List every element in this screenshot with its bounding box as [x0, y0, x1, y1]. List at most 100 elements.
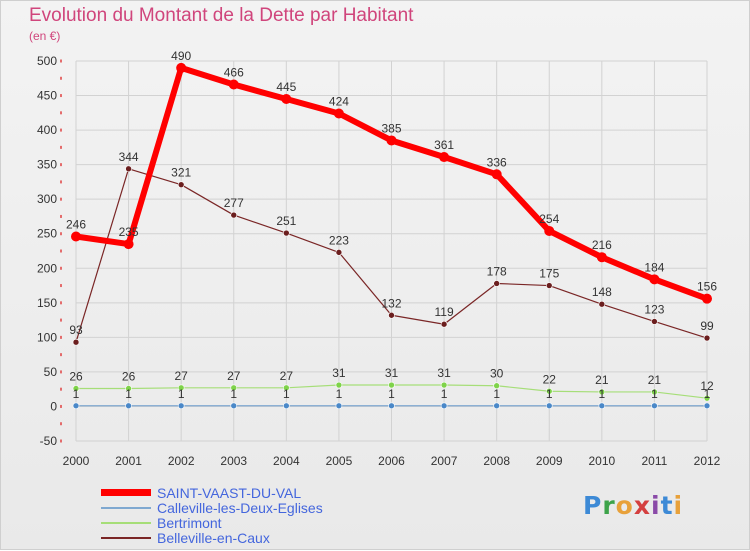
legend-item: Bertrimont — [101, 515, 323, 531]
data-point — [283, 384, 290, 392]
data-point — [177, 181, 185, 188]
data-label: 1 — [178, 387, 185, 401]
data-point — [335, 402, 343, 410]
data-label: 254 — [539, 212, 559, 226]
data-label: 21 — [595, 373, 609, 387]
chart-title: Evolution du Montant de la Dette par Hab… — [29, 5, 414, 26]
y-tick-label: -50 — [40, 434, 58, 448]
data-label: 1 — [388, 387, 395, 401]
data-label: 30 — [490, 367, 504, 381]
y-tick-label: 500 — [37, 54, 57, 68]
data-point — [335, 249, 343, 256]
data-point — [493, 382, 500, 390]
data-label: 344 — [119, 150, 139, 164]
data-label: 184 — [644, 260, 664, 274]
x-tick-label: 2008 — [483, 454, 510, 468]
y-tick-label: 150 — [37, 296, 57, 310]
y-tick-label: 0 — [50, 399, 57, 413]
data-label: 235 — [119, 225, 139, 239]
y-tick-label: 250 — [37, 227, 57, 241]
legend-label: Belleville-en-Caux — [157, 529, 270, 546]
data-point — [230, 384, 238, 392]
data-label: 27 — [227, 369, 241, 383]
data-label: 1 — [651, 387, 658, 401]
data-point — [176, 62, 187, 73]
data-label: 26 — [69, 369, 83, 383]
data-point — [545, 282, 553, 289]
data-label: 1 — [125, 387, 132, 401]
data-point — [228, 79, 239, 90]
data-label: 12 — [700, 379, 714, 393]
data-label: 1 — [546, 387, 553, 401]
data-label: 119 — [435, 305, 454, 319]
data-label: 466 — [224, 65, 244, 79]
data-point — [439, 152, 450, 163]
y-tick-label: 200 — [37, 261, 57, 275]
data-point — [651, 402, 658, 410]
data-point — [388, 402, 395, 410]
data-label: 22 — [543, 372, 557, 386]
data-point — [335, 381, 343, 389]
data-point — [388, 311, 395, 319]
y-tick-label: 450 — [37, 89, 57, 103]
data-label: 99 — [700, 319, 714, 333]
data-label: 31 — [437, 366, 451, 380]
data-label: 27 — [280, 369, 294, 383]
data-point — [281, 94, 292, 104]
data-point — [545, 387, 553, 395]
data-point — [440, 320, 448, 328]
data-label: 26 — [122, 369, 136, 383]
data-label: 31 — [332, 366, 346, 380]
legend-swatch — [101, 536, 151, 539]
data-point — [598, 402, 606, 410]
x-tick-label: 2003 — [220, 454, 247, 468]
x-tick-label: 2011 — [642, 454, 668, 468]
data-label: 251 — [276, 214, 296, 228]
data-point — [333, 108, 344, 119]
data-label: 216 — [592, 238, 612, 252]
proxiti-logo: Proxiti — [583, 491, 684, 520]
data-label: 361 — [434, 138, 454, 152]
data-label: 1 — [336, 387, 343, 401]
data-label: 385 — [381, 121, 401, 135]
data-point — [125, 165, 132, 173]
y-tick-label: 100 — [37, 330, 57, 344]
data-label: 1 — [493, 387, 500, 401]
data-point — [493, 402, 500, 410]
data-label: 21 — [648, 373, 662, 387]
data-point — [598, 388, 606, 396]
chart-unit: (en €) — [29, 29, 61, 43]
data-point — [72, 385, 80, 392]
data-point — [596, 252, 607, 263]
data-label: 1 — [283, 387, 290, 401]
data-label: 27 — [174, 369, 188, 383]
data-label: 1 — [704, 387, 711, 401]
x-tick-label: 2010 — [588, 454, 615, 468]
data-point — [125, 402, 132, 410]
data-label: 178 — [487, 264, 507, 278]
data-point — [544, 225, 555, 236]
legend-swatch — [101, 506, 151, 509]
data-point — [703, 402, 711, 410]
legend-item: Calleville-les-Deux-Eglises — [101, 499, 323, 516]
data-point — [651, 318, 658, 325]
data-point — [230, 402, 238, 410]
data-label: 93 — [69, 323, 83, 337]
data-point — [72, 402, 80, 410]
data-point — [493, 280, 500, 287]
x-tick-label: 2006 — [378, 454, 405, 468]
data-point — [702, 293, 712, 304]
x-tick-label: 2009 — [536, 454, 563, 468]
legend-swatch — [101, 489, 151, 496]
data-label: 31 — [385, 366, 399, 380]
data-label: 1 — [598, 387, 605, 401]
legend-label: Calleville-les-Deux-Eglises — [157, 499, 323, 516]
data-point — [598, 300, 606, 308]
data-point — [386, 135, 397, 146]
data-point — [649, 274, 660, 285]
data-point — [703, 394, 711, 402]
data-label: 156 — [697, 280, 717, 294]
y-tick-label: 300 — [37, 192, 57, 206]
data-label: 490 — [171, 49, 191, 63]
data-label: 1 — [230, 387, 237, 401]
